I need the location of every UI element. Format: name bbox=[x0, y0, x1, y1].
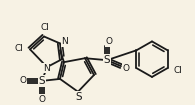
Text: S: S bbox=[76, 92, 82, 102]
Text: O: O bbox=[105, 37, 113, 46]
Text: Cl: Cl bbox=[41, 23, 50, 32]
Text: N: N bbox=[43, 64, 49, 73]
Text: Cl: Cl bbox=[173, 66, 182, 75]
Text: O: O bbox=[122, 64, 129, 73]
Text: Cl: Cl bbox=[15, 44, 23, 53]
Text: S: S bbox=[39, 76, 45, 86]
Text: O: O bbox=[20, 76, 27, 85]
Text: O: O bbox=[38, 95, 45, 104]
Text: N: N bbox=[62, 37, 68, 46]
Text: S: S bbox=[104, 55, 110, 65]
